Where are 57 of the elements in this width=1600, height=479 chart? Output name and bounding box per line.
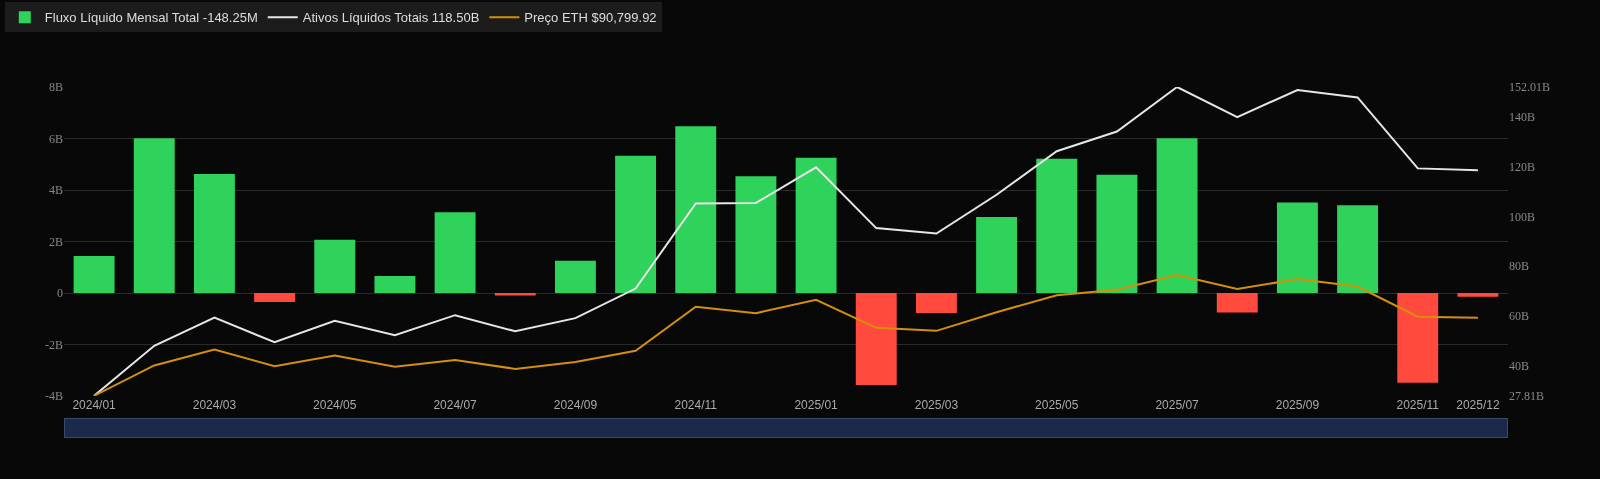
bar [1457, 293, 1499, 297]
y2-tick-label: 152.01B [1509, 80, 1551, 95]
bar [73, 255, 115, 293]
y-tick-label: 0 [57, 286, 63, 301]
line-series [93, 274, 1479, 396]
bar [554, 260, 596, 293]
y2-tick-label: 40B [1509, 358, 1530, 373]
x-tick-label: 2025/03 [914, 398, 959, 412]
bar [976, 217, 1018, 293]
y2-tick-label: 60B [1509, 309, 1530, 324]
x-tick-label: 2025/11 [1396, 398, 1440, 412]
bar [434, 212, 476, 293]
y2-tick-label: 120B [1509, 159, 1536, 174]
legend-label: Fluxo Líquido Mensal Total -148.25M [44, 10, 258, 26]
x-tick-label: 2025/05 [1035, 398, 1079, 412]
y2-tick-label: 100B [1509, 209, 1536, 224]
y2-tick-label: 80B [1509, 259, 1530, 274]
bar [735, 176, 777, 293]
x-tick-label: 2024/03 [192, 398, 237, 412]
x-tick-label: 2025/07 [1155, 398, 1200, 412]
bar [1397, 293, 1439, 383]
bar [1276, 202, 1318, 293]
bar [675, 126, 717, 293]
bar [915, 293, 957, 314]
x-tick-label: 2024/07 [433, 398, 478, 412]
x-tick-label: 2024/01 [72, 398, 117, 412]
y-tick-label: -2B [45, 337, 63, 352]
y-tick-label: 6B [48, 131, 63, 146]
bar [1156, 138, 1198, 293]
bar [133, 138, 175, 293]
bar [1337, 205, 1379, 293]
y-tick-label: 4B [48, 183, 63, 198]
bar [314, 239, 356, 293]
x-tick-label: 2025/01 [794, 398, 839, 412]
y-tick-label: -4B [45, 389, 63, 404]
x-tick-label: 2024/05 [313, 398, 357, 412]
legend-label: Preço ETH $90,799.92 [524, 10, 657, 26]
bar [374, 276, 416, 293]
x-tick-label: 2024/11 [674, 398, 718, 412]
x-tick-label: 2024/09 [553, 398, 598, 412]
line-series [93, 87, 1479, 396]
bar [795, 157, 837, 293]
legend-label: Ativos Líquidos Totais 118.50B [302, 10, 480, 26]
y2-tick-label: 27.81B [1509, 389, 1545, 404]
x-tick-label: 2025/09 [1275, 398, 1320, 412]
bar [193, 174, 235, 293]
x-tick-label: 2025/12 [1456, 398, 1500, 412]
bar [615, 155, 657, 293]
bar [1096, 174, 1138, 293]
y-tick-label: 8B [48, 80, 63, 95]
bar [855, 293, 897, 385]
y2-tick-label: 140B [1509, 110, 1536, 125]
y-tick-label: 2B [48, 234, 63, 249]
bar [254, 293, 296, 303]
bar [494, 293, 536, 296]
bar [1036, 158, 1078, 293]
bar [1216, 293, 1258, 313]
